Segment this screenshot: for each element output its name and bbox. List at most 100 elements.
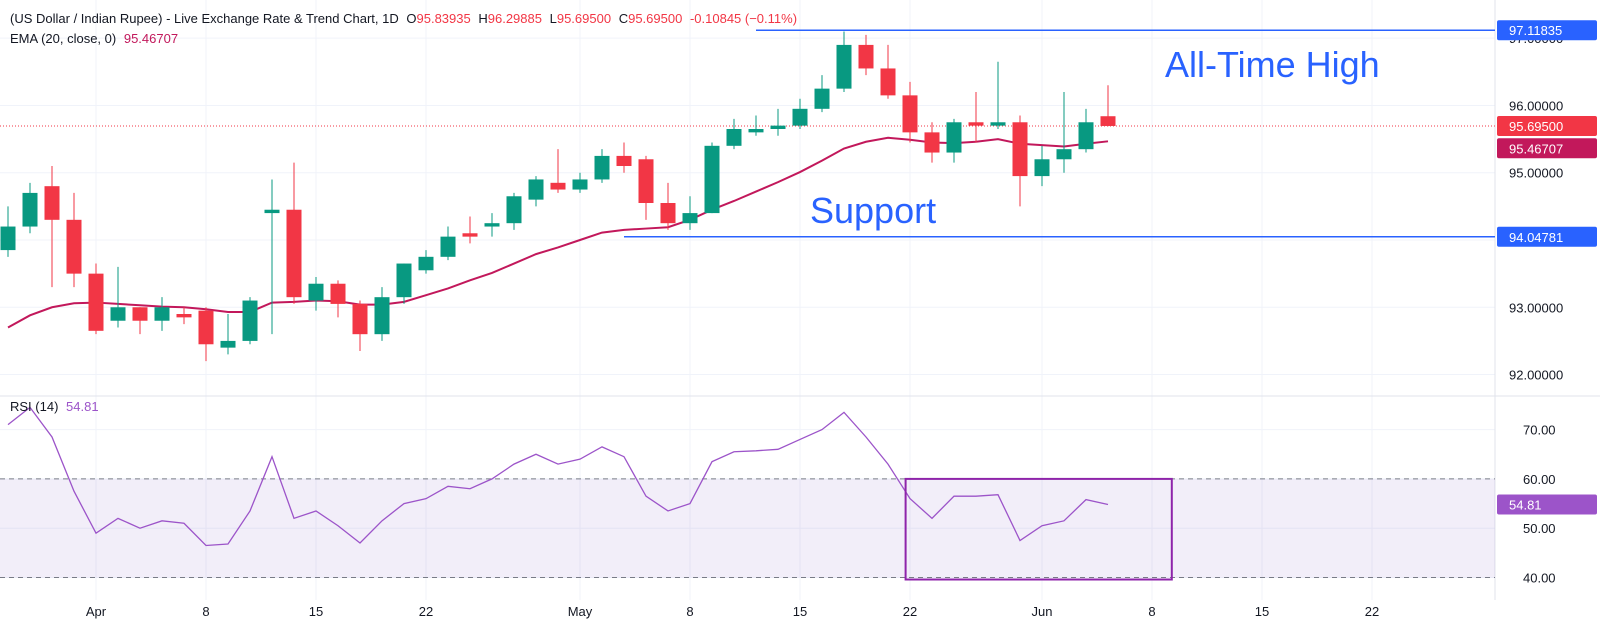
candle-body xyxy=(880,68,896,96)
candle xyxy=(286,162,302,304)
ema-price-badge: 95.46707 xyxy=(1497,138,1597,159)
ema-price-badge-text: 95.46707 xyxy=(1509,141,1563,156)
time-tick-label: May xyxy=(568,604,593,619)
candle xyxy=(242,297,258,345)
candle xyxy=(462,216,478,244)
candle-body xyxy=(286,209,302,298)
candle xyxy=(220,314,236,355)
candle-body xyxy=(374,297,390,335)
candle-body xyxy=(770,125,786,129)
candle xyxy=(1012,115,1028,207)
candle-body xyxy=(352,303,368,335)
high-label: H xyxy=(478,11,488,26)
candle xyxy=(308,277,324,311)
candle xyxy=(660,182,676,230)
candle-body xyxy=(946,122,962,153)
level-price-badge-bg xyxy=(1497,20,1597,41)
candle-body xyxy=(220,340,236,348)
time-tick-label: 8 xyxy=(1148,604,1155,619)
level-price-badge-text: 97.11835 xyxy=(1509,23,1562,38)
rsi-value: 54.81 xyxy=(66,399,99,414)
candle-body xyxy=(66,219,82,274)
candle xyxy=(396,263,412,304)
candle-body xyxy=(726,129,742,146)
candle xyxy=(616,142,632,173)
price-tick-label: 95.00000 xyxy=(1509,166,1563,181)
candle xyxy=(1100,85,1116,127)
candle-body xyxy=(1012,122,1028,177)
candle-body xyxy=(968,122,984,126)
candle xyxy=(792,98,808,129)
candle-body xyxy=(550,182,566,190)
candle xyxy=(352,300,368,351)
price-tick-label: 92.00000 xyxy=(1509,368,1563,383)
candle-body xyxy=(814,88,830,109)
candle-body xyxy=(418,256,434,271)
candle xyxy=(880,44,896,99)
candle-body xyxy=(902,95,918,133)
candle-body xyxy=(660,203,676,224)
candle-body xyxy=(330,283,346,304)
candle xyxy=(1034,145,1050,187)
candle-body xyxy=(616,155,632,166)
close-value: 95.69500 xyxy=(628,11,683,26)
time-tick-label: 15 xyxy=(793,604,807,619)
rsi-label: RSI (14) xyxy=(10,399,59,414)
candle-body xyxy=(506,196,522,224)
candle-body xyxy=(1100,116,1116,126)
close-label: C xyxy=(618,11,629,26)
candle-body xyxy=(748,129,764,133)
candle xyxy=(132,307,148,335)
last-price-badge-bg xyxy=(1497,115,1597,136)
candle-body xyxy=(88,273,104,331)
candle-body xyxy=(924,132,940,153)
candle-body xyxy=(176,314,192,318)
rsi-value-badge: 54.81 xyxy=(1497,494,1597,515)
candle-body xyxy=(594,155,610,180)
grid-lines xyxy=(0,0,1495,600)
candle-body xyxy=(638,159,654,203)
candle-body xyxy=(528,179,544,200)
candle-body xyxy=(132,307,148,321)
candle xyxy=(990,61,1006,129)
candle xyxy=(330,280,346,318)
candle xyxy=(836,31,852,92)
candle xyxy=(418,250,434,274)
candle xyxy=(748,115,764,136)
price-tick-label: 93.00000 xyxy=(1509,300,1563,315)
rsi-tick-label: 60.00 xyxy=(1523,472,1556,487)
candle xyxy=(22,182,38,234)
candle-body xyxy=(572,179,588,190)
last-price-badge-text: 95.69500 xyxy=(1509,119,1563,134)
candle-body xyxy=(792,108,808,126)
low-label: L xyxy=(549,11,557,26)
candle xyxy=(550,149,566,193)
level-price-badge-bg xyxy=(1497,226,1597,247)
candle-body xyxy=(682,213,698,224)
level-price-badge: 97.11835 xyxy=(1497,20,1597,41)
candle xyxy=(946,118,962,163)
change-value: -0.10845 (−0.11%) xyxy=(689,11,798,26)
candle xyxy=(814,75,830,113)
candle-body xyxy=(242,300,258,341)
ema-price-badge-bg xyxy=(1497,138,1597,159)
candle xyxy=(726,118,742,150)
open-label: O xyxy=(406,11,417,26)
level-price-badge-text: 94.04781 xyxy=(1509,230,1563,245)
candle-body xyxy=(836,44,852,89)
support-annotation: Support xyxy=(810,190,937,231)
rsi-tick-label: 40.00 xyxy=(1523,571,1556,586)
candle xyxy=(1056,92,1072,173)
candle xyxy=(66,192,82,288)
candle-body xyxy=(1034,159,1050,177)
time-tick-label: 15 xyxy=(309,604,323,619)
candle-body xyxy=(484,223,500,227)
level-price-badge: 94.04781 xyxy=(1497,226,1597,247)
candle-body xyxy=(1056,149,1072,160)
candle-body xyxy=(110,307,126,321)
candle-body xyxy=(264,209,280,214)
price-tick-label: 96.00000 xyxy=(1509,98,1563,113)
candle xyxy=(594,149,610,183)
time-tick-label: 22 xyxy=(419,604,433,619)
